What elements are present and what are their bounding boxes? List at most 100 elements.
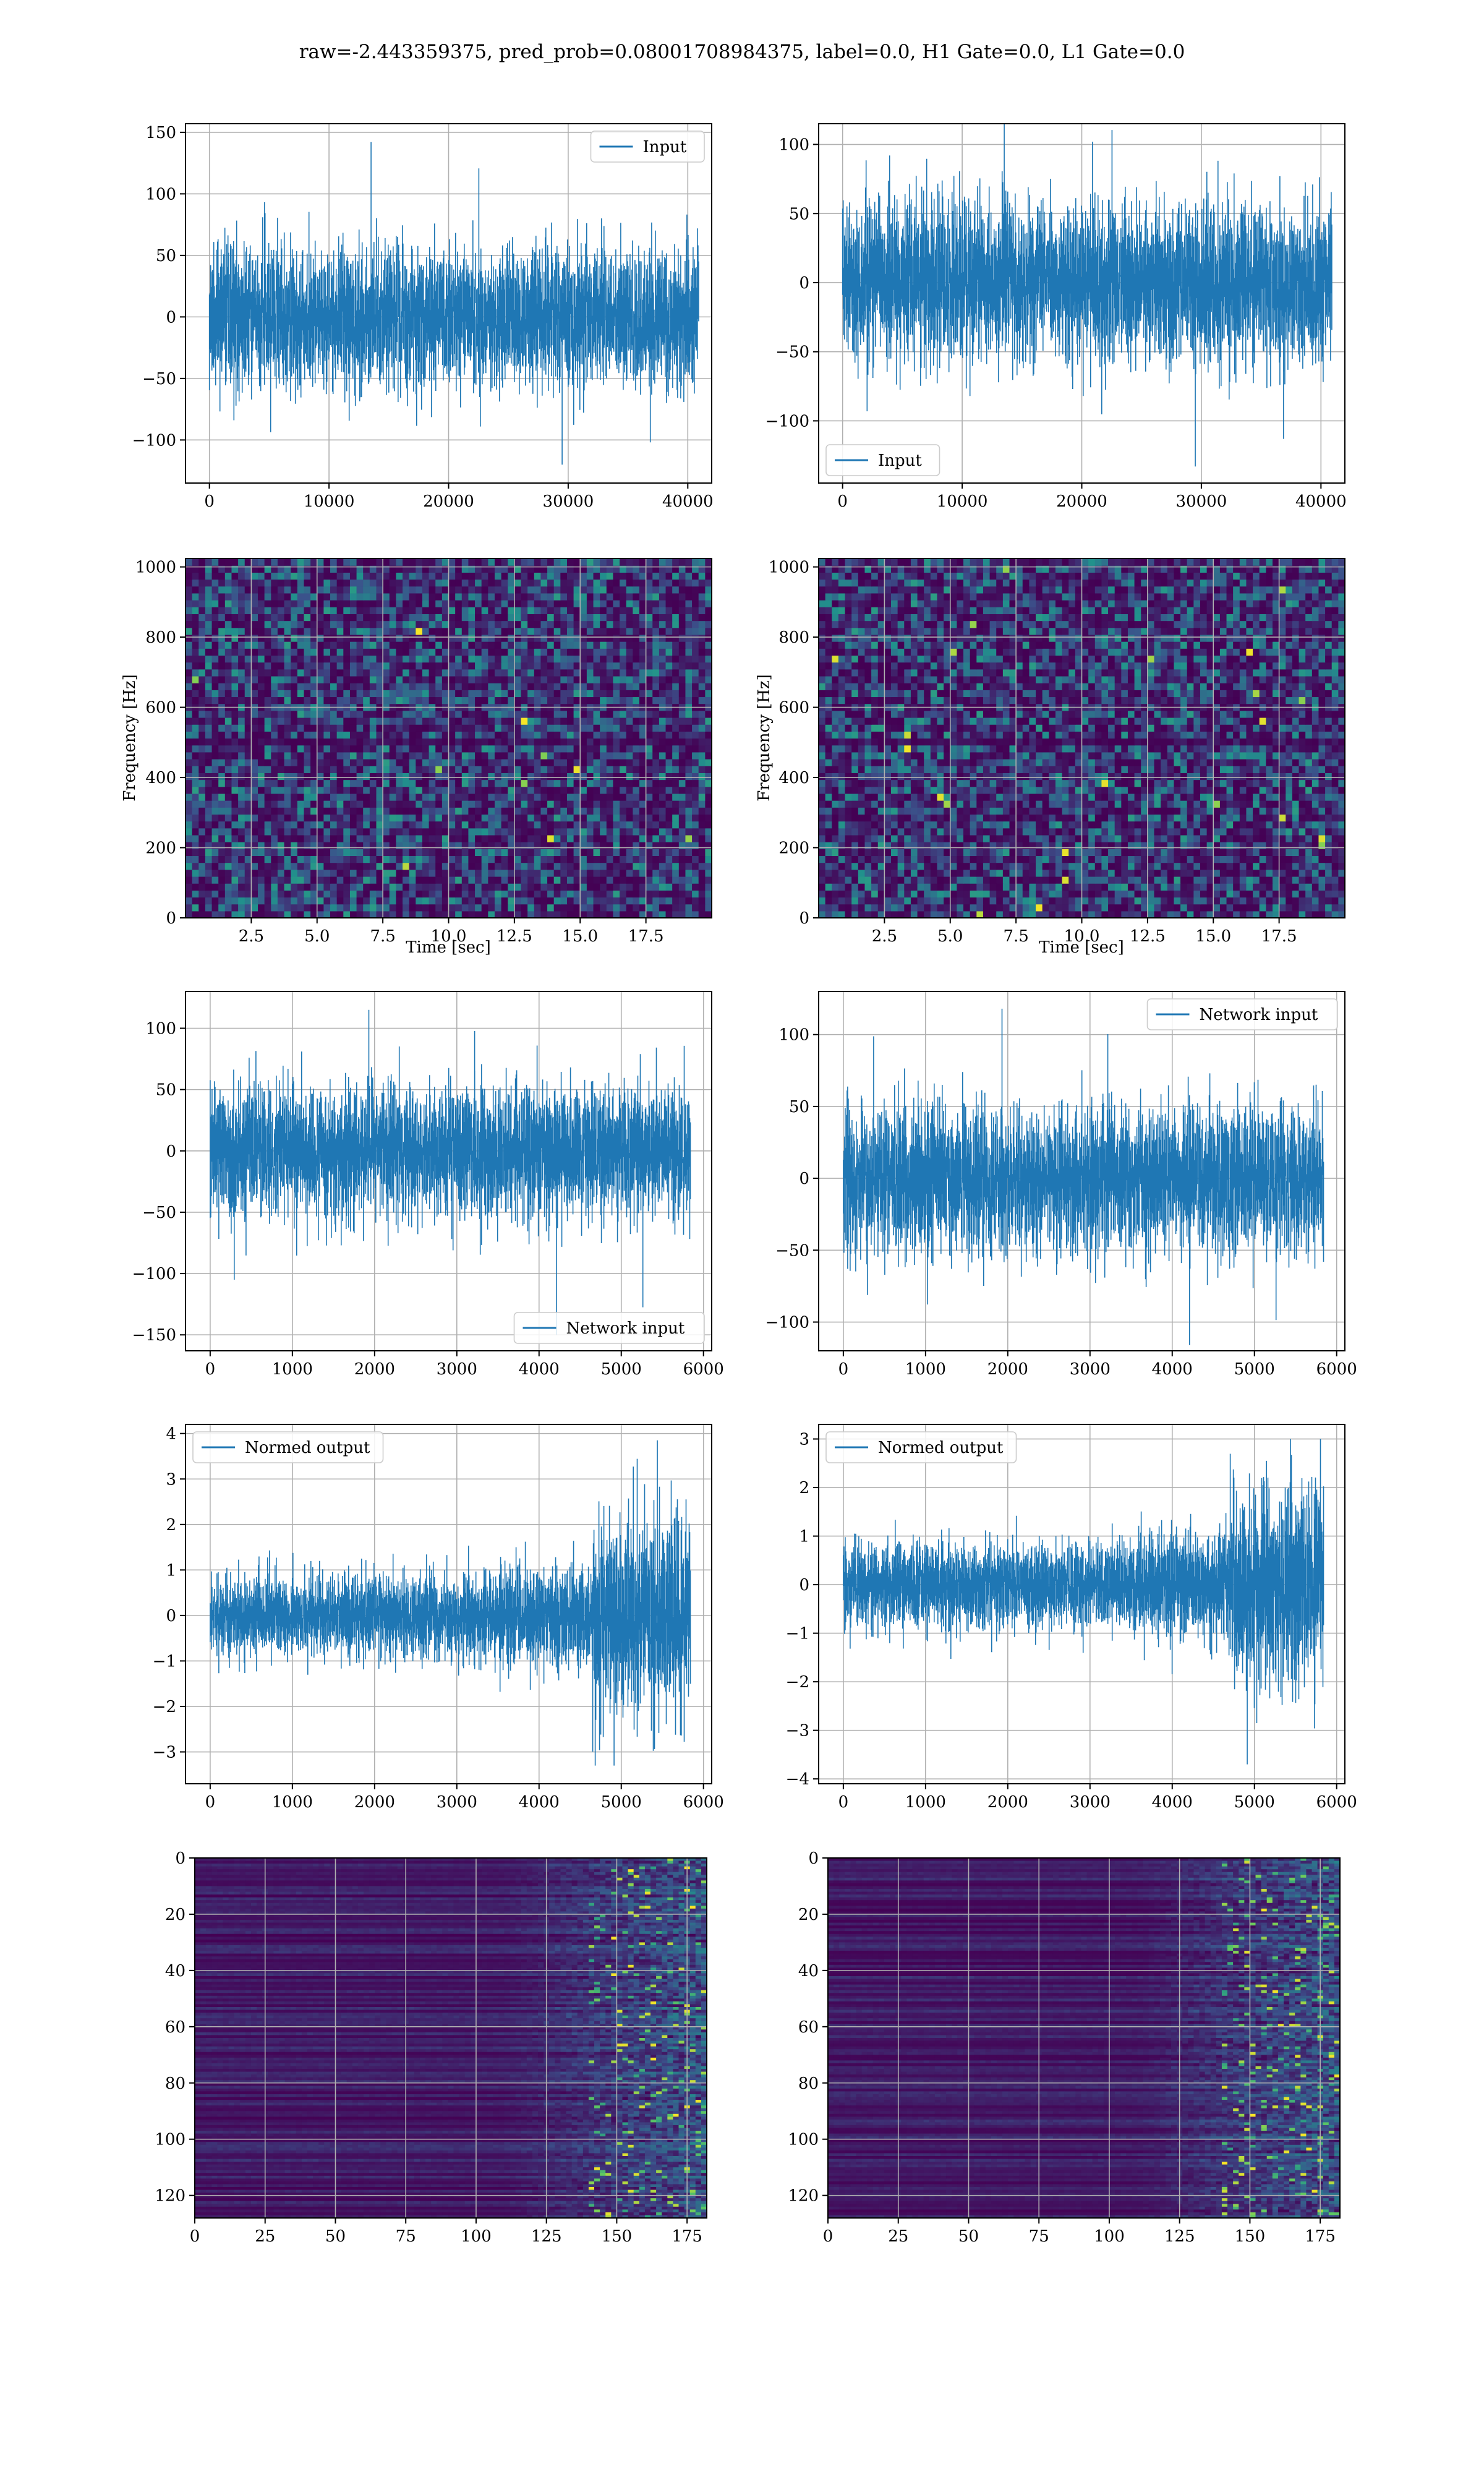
l1-spectrogram-cell xyxy=(1042,897,1049,905)
h1-spectrogram-cell xyxy=(422,773,430,781)
l1-spectrogram-cell xyxy=(1174,862,1181,870)
h1-spectrogram-cell xyxy=(369,786,377,794)
h1-spectrogram-cell xyxy=(573,779,581,787)
h1-spectrogram-cell xyxy=(527,634,535,642)
h1-spectrogram-cell xyxy=(218,696,226,704)
h1-input-xtick-label-4: 40000 xyxy=(662,492,714,511)
h1-spectrogram-cell xyxy=(652,862,660,870)
h1-spectrogram-cell xyxy=(566,869,574,877)
h1-spectrogram-cell xyxy=(448,814,456,822)
l1-spectrogram-cell xyxy=(1134,910,1141,918)
h1-spectrogram-cell xyxy=(481,607,488,614)
h1-spectrogram-cell xyxy=(527,786,535,794)
l1-spectrogram-cell xyxy=(897,904,905,912)
l1-spectrogram-cell xyxy=(910,876,918,884)
h1-spectrogram-cell xyxy=(441,600,450,607)
h1-spectrogram-cell xyxy=(304,786,311,794)
h1-spectrogram-cell xyxy=(540,683,548,690)
h1-spectrogram-cell xyxy=(461,800,469,808)
l1-spectrogram-cell xyxy=(1049,897,1056,905)
h1-spectrogram-cell xyxy=(586,690,594,698)
h1-spectrogram-cell xyxy=(297,862,305,870)
h1-spectrogram-cell xyxy=(343,724,351,732)
h1-spectrogram-cell xyxy=(429,634,436,642)
h1-spectrogram-cell xyxy=(665,800,673,808)
h1-spectrogram-cell xyxy=(310,620,318,628)
h1-spectrogram-cell xyxy=(323,655,331,663)
h1-spectrogram-cell xyxy=(573,751,581,760)
h1-spectrogram-cell xyxy=(383,614,390,622)
h1-spectrogram-cell xyxy=(258,675,265,683)
h1-spectrogram-cell xyxy=(626,862,633,870)
h1-spectrogram-cell xyxy=(429,869,436,877)
l1-spectrogram-cell xyxy=(1016,897,1023,905)
h1-spectrogram-cell xyxy=(692,593,699,601)
h1-spectrogram-cell xyxy=(356,607,364,614)
h1-spectrogram-cell xyxy=(508,614,515,622)
h1-spectrogram-cell xyxy=(343,593,351,601)
h1-spectrogram-cell xyxy=(659,800,667,808)
h1-spectrogram-cell xyxy=(494,614,502,622)
h1-spectrogram-cell xyxy=(251,842,258,849)
h1-spectrogram-cell xyxy=(448,724,456,732)
h1-spectrogram-cell xyxy=(613,855,620,863)
h1-spectrogram-cell xyxy=(566,779,574,787)
h1-spectrogram-cell xyxy=(369,620,377,628)
h1-spectrogram-cell xyxy=(211,620,219,628)
h1-spectrogram-cell xyxy=(429,669,436,677)
h1-spectrogram-cell xyxy=(389,890,396,898)
h1-spectrogram-cell xyxy=(560,800,568,808)
h1-spectrogram-cell xyxy=(238,724,245,732)
h1-spectrogram-cell xyxy=(251,559,258,566)
l1-input-ytick-label-0: −100 xyxy=(765,412,809,430)
h1-spectrogram-cell xyxy=(547,710,555,718)
h1-spectrogram-cell xyxy=(277,738,285,746)
h1-spectrogram-cell xyxy=(198,696,206,704)
h1-spectrogram-cell xyxy=(652,773,660,781)
h1-spectrogram-cell xyxy=(705,773,712,781)
h1-spectrogram-cell xyxy=(514,759,522,766)
h1-spectrogram-cell xyxy=(422,675,430,683)
l1-spectrogram-cell xyxy=(1187,910,1194,918)
h1-spectrogram-cell xyxy=(521,669,528,677)
h1-spectrogram-cell xyxy=(665,593,673,601)
h1-spectrogram-cell xyxy=(435,710,443,718)
h1-spectrogram-cell xyxy=(672,600,680,607)
h1-spectrogram-cell xyxy=(291,559,298,566)
h1-spectrogram-cell xyxy=(475,814,482,822)
l1-spectrogram-cell xyxy=(1167,855,1175,863)
h1-spectrogram-cell xyxy=(580,821,587,829)
h1-spectrogram-cell xyxy=(349,793,357,801)
h1-spectrogram-cell xyxy=(448,607,456,614)
l1-spectrogram-cell xyxy=(1114,869,1122,877)
h1-spectrogram-cell xyxy=(323,807,331,815)
h1-spectrogram-cell xyxy=(685,655,693,663)
h1-spectrogram-cell xyxy=(620,807,627,815)
l1-spectrogram-cell xyxy=(1180,869,1188,877)
h1-spectrogram-cell xyxy=(198,634,206,642)
h1-spectrogram-cell xyxy=(224,876,232,884)
h1-spectrogram-cell xyxy=(403,814,410,822)
h1-spectrogram-cell xyxy=(304,745,311,753)
h1-spectrogram-cell xyxy=(218,634,226,642)
h1-spectrogram-cell xyxy=(429,641,436,649)
h1-spectrogram-cell xyxy=(251,786,258,794)
h1-spectrogram-cell xyxy=(547,842,555,849)
l1-spectrogram-cell xyxy=(838,897,846,905)
h1-spectrogram-cell xyxy=(639,910,647,918)
l1-spectrogram-cell xyxy=(1088,897,1096,905)
h1-spectrogram-cell xyxy=(304,883,311,891)
h1-spectrogram-cell xyxy=(586,738,594,746)
h1-spectrogram-cell xyxy=(349,724,357,732)
h1-spectrogram-cell xyxy=(336,897,344,905)
h1-spectrogram-cell xyxy=(461,834,469,842)
h1-spectrogram-cell xyxy=(685,910,693,918)
h1-spectrogram-cell xyxy=(626,600,633,607)
h1-spectrogram-cell xyxy=(659,890,667,898)
h1-spectrogram-cell xyxy=(429,627,436,635)
h1-spectrogram-cell xyxy=(521,717,528,725)
h1-spectrogram-cell xyxy=(409,842,416,849)
h1-spectrogram-cell xyxy=(251,717,258,725)
h1-spectrogram-cell xyxy=(317,717,324,725)
h1-spectrogram-cell xyxy=(678,696,686,704)
